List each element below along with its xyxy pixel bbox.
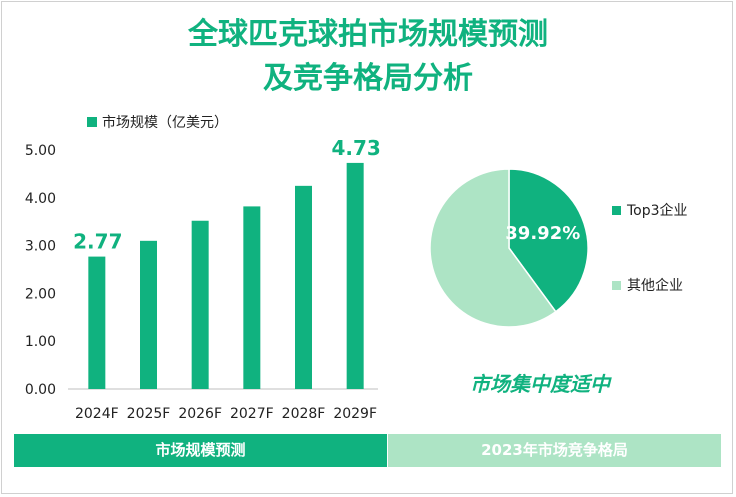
- x-tick-label: 2027F: [230, 406, 274, 422]
- chart-title-line-2: 及竞争格局分析: [263, 61, 473, 96]
- bar-chart: 市场规模（亿美元） 0.00 1.00 2.00 3.00 4.00 5.00 2024F…: [25, 114, 381, 422]
- bar-2025F: [140, 240, 157, 389]
- bar-data-label: 2.77: [73, 230, 122, 254]
- pie-legend-label: Top3企业: [626, 202, 688, 219]
- x-tick-label: 2025F: [127, 406, 171, 422]
- x-tick-label: 2029F: [333, 406, 377, 422]
- bar-2029F: [346, 162, 364, 389]
- pie-slice-top3: [508, 168, 589, 313]
- pie-slice-others: [429, 168, 557, 328]
- y-tick-label: 0.00: [25, 382, 56, 398]
- bar-2024F: [88, 256, 106, 389]
- legend-swatch-market-size: [87, 117, 97, 127]
- pie-legend-swatch: [612, 206, 621, 215]
- bar-data-label: 4.73: [331, 136, 380, 160]
- footer-competition-landscape: 2023年市场竞争格局: [388, 434, 721, 467]
- legend-label-market-size: 市场规模（亿美元）: [102, 114, 228, 131]
- bar-2028F: [295, 185, 312, 389]
- x-tick-label: 2024F: [75, 406, 119, 422]
- conclusion-text: 市场集中度适中: [470, 372, 610, 396]
- pie-data-label: 39.92%: [505, 223, 580, 244]
- y-tick-label: 5.00: [25, 143, 56, 159]
- chart-title-line-1: 全球匹克球拍市场规模预测: [188, 17, 548, 52]
- x-tick-label: 2028F: [282, 406, 326, 422]
- y-tick-label: 2.00: [25, 286, 56, 302]
- pie-legend-label: 其他企业: [627, 277, 683, 294]
- y-tick-label: 4.00: [25, 191, 56, 207]
- x-tick-label: 2026F: [178, 406, 222, 422]
- bar-2027F: [243, 206, 261, 389]
- pie-legend-swatch: [612, 281, 621, 290]
- y-tick-label: 1.00: [25, 334, 56, 350]
- y-tick-label: 3.00: [25, 239, 56, 255]
- footer-market-size-forecast: 市场规模预测: [14, 434, 387, 467]
- bar-2026F: [191, 220, 209, 389]
